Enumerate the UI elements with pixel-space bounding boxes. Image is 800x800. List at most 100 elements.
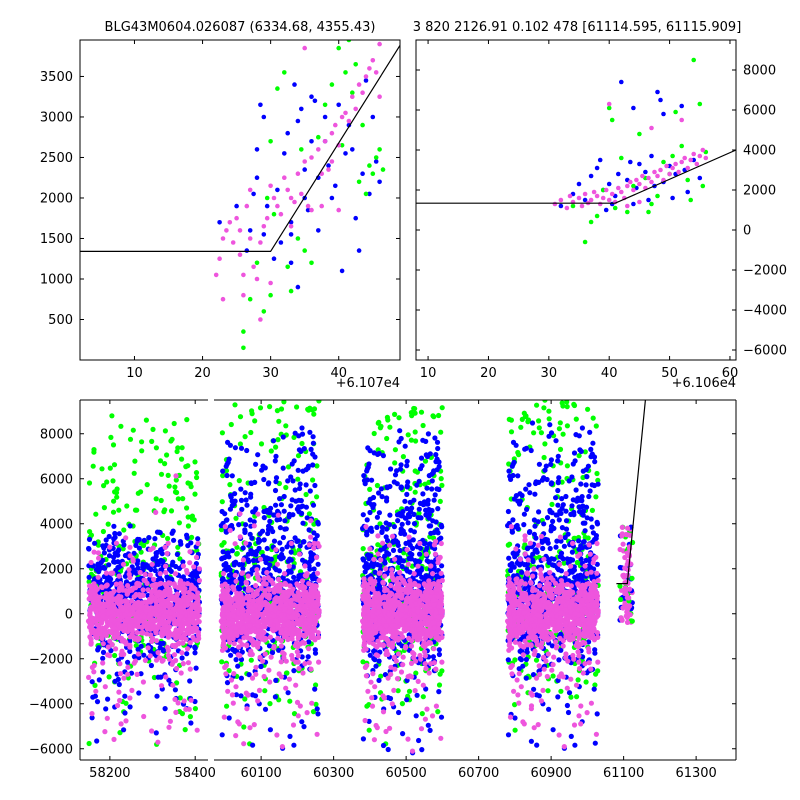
season-0-magenta-point (173, 593, 180, 599)
season-1-magenta-point (282, 606, 288, 612)
season-0-magenta-point (158, 616, 164, 622)
point-blue-10 (616, 171, 621, 177)
season-0-green-point (165, 472, 171, 478)
season-1-magenta-point (308, 666, 314, 672)
season-1-blue-point (291, 668, 297, 674)
y-tick-label: 4000 (743, 144, 776, 159)
season-0-green-point (110, 509, 117, 515)
season-0-magenta-point (121, 651, 127, 658)
season-1-blue-point (252, 693, 259, 699)
season-0-magenta-point (173, 709, 179, 716)
season-0-magenta-point (143, 604, 150, 610)
season-2-blue-point (417, 551, 423, 557)
season-0-green-point (139, 448, 145, 454)
season-2-blue-point (397, 547, 403, 554)
season-1-blue-point (308, 552, 314, 558)
season-1-magenta-point (299, 585, 306, 591)
point-magenta-12 (597, 201, 603, 207)
point-blue-21 (655, 89, 660, 95)
season-0-green-point (106, 674, 112, 680)
season-2-blue-point (414, 692, 420, 698)
season-1-green-point (228, 421, 234, 428)
season-1-magenta-point (237, 534, 243, 540)
season-1-blue-point (286, 514, 292, 520)
season-2-blue-point (394, 481, 400, 487)
point-green-21 (346, 40, 352, 43)
season-0-magenta-point (117, 697, 123, 704)
season-2-blue-point (388, 466, 394, 472)
point-blue-42 (367, 191, 372, 197)
season-0-blue-point (115, 564, 121, 571)
point-magenta-22 (268, 280, 273, 286)
season-1-blue-point (278, 502, 284, 508)
season-1-magenta-point (278, 643, 284, 649)
season-1-magenta-point (298, 616, 304, 622)
point-blue-29 (322, 114, 328, 120)
season-0-blue-point (170, 559, 176, 565)
y-tick-label: 6000 (743, 104, 776, 119)
season-0-magenta-point (116, 573, 122, 579)
season-1-green-point (275, 437, 281, 443)
season-1-blue-point (242, 527, 248, 533)
season-0-magenta-point (196, 566, 202, 572)
season-2-blue-point (364, 517, 370, 523)
season-1-blue-point (300, 520, 306, 526)
season-1-magenta-point (260, 658, 266, 664)
point-magenta-45 (697, 153, 703, 159)
season-0-green-point (132, 507, 139, 513)
season-0-magenta-point (145, 645, 151, 651)
season-2-blue-point (425, 722, 431, 728)
season-0-green-point (180, 496, 186, 502)
season-1-magenta-point (236, 644, 242, 650)
season-1-blue-point (306, 527, 312, 533)
season-0-magenta-point (163, 609, 169, 615)
season-0-magenta-point (127, 625, 133, 632)
season-2-blue-point (370, 563, 376, 570)
point-magenta-46 (700, 147, 706, 153)
season-1-blue-point (273, 453, 279, 459)
season-0-magenta-point (165, 540, 171, 547)
point-blue-29 (685, 189, 690, 195)
season-0-blue-point (105, 696, 111, 702)
season-0-magenta-point (147, 653, 153, 659)
season-0-magenta-point (176, 632, 182, 638)
point-magenta-24 (275, 203, 280, 209)
season-0-magenta-point (153, 509, 159, 515)
season-1-green-point (249, 408, 255, 414)
season-1-magenta-point (275, 512, 281, 518)
season-0-green-point (183, 464, 189, 470)
point-blue-22 (658, 97, 663, 103)
season-1-magenta-point (270, 626, 276, 632)
season-1-blue-point (294, 538, 300, 545)
season-1-magenta-point (255, 511, 261, 517)
season-0-magenta-point (94, 634, 100, 640)
season-0-blue-point (138, 671, 144, 677)
point-green-27 (367, 163, 372, 168)
season-2-green-point (360, 659, 366, 665)
y-tick-label: 8000 (743, 64, 776, 79)
season-1-magenta-point (286, 619, 292, 625)
season-2-green-point (439, 405, 445, 411)
season-1-magenta-point (244, 643, 250, 649)
season-0-blue-point (125, 659, 131, 665)
season-0-magenta-point (120, 561, 127, 567)
point-green-1 (241, 345, 246, 351)
season-0-green-point (151, 674, 157, 681)
season-2-blue-point (429, 486, 435, 492)
season-1-blue-point (279, 551, 285, 558)
point-magenta-6 (579, 203, 585, 209)
season-1-green-point (241, 724, 247, 730)
season-1-magenta-point (294, 581, 300, 587)
season-0-magenta-point (108, 570, 114, 576)
season-1-magenta-point (238, 630, 244, 636)
season-0-blue-point (92, 693, 98, 699)
season-1-magenta-point (307, 628, 313, 634)
season-1-blue-point (242, 490, 248, 496)
point-magenta-6 (230, 240, 236, 245)
season-1-magenta-point (220, 606, 226, 613)
point-blue-7 (254, 147, 260, 152)
point-green-16 (673, 109, 678, 115)
season-0-magenta-point (112, 605, 118, 612)
top-right-panel: 10 20 30 40 50 60−6000−4000−20000200040006000… (415, 39, 787, 381)
season-2-blue-point (418, 455, 425, 461)
